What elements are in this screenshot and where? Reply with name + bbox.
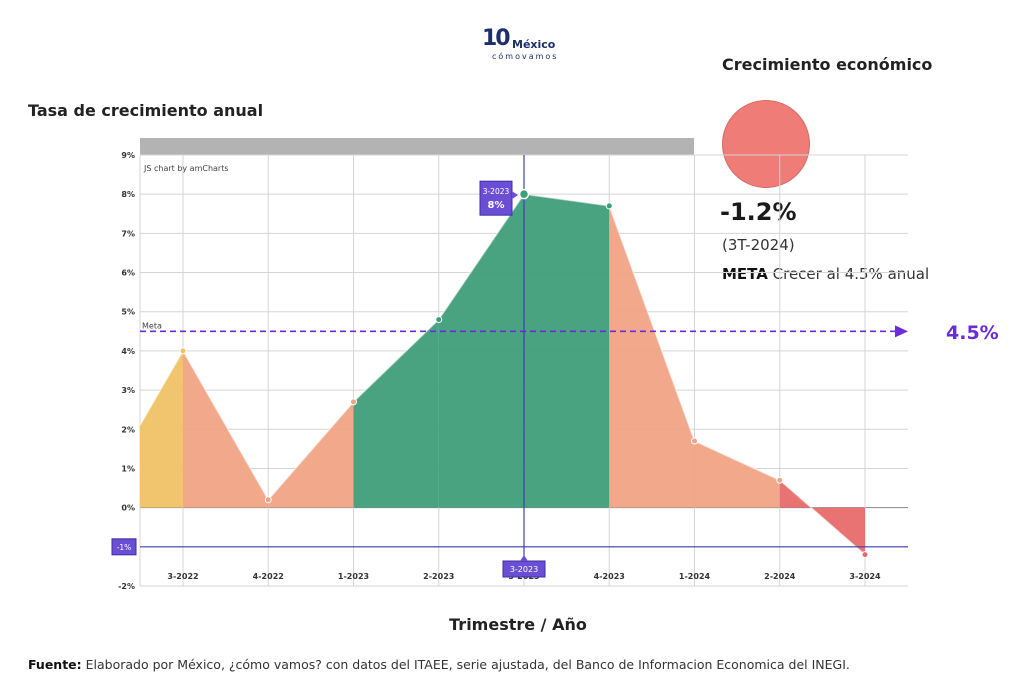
- chart-top-band: [140, 138, 694, 155]
- kpi-period: (3T-2024): [722, 236, 795, 254]
- area-segment: [268, 401, 354, 508]
- y-tick-label: 1%: [121, 464, 135, 473]
- x-tick-label: 4-2023: [594, 572, 625, 581]
- y-tick-label: 3%: [121, 386, 135, 395]
- x-tick-label: 1-2023: [338, 572, 369, 581]
- area-segment: [438, 194, 524, 508]
- y-tick-label: 0%: [121, 504, 135, 513]
- cursor-point: [518, 188, 530, 200]
- logo-number: 10: [482, 26, 511, 51]
- y-tick-label: 9%: [121, 151, 135, 160]
- area-segment: [524, 194, 610, 508]
- area-segment: [609, 205, 695, 508]
- y-tick-label: 4%: [121, 347, 135, 356]
- x-tick-label: 2-2024: [764, 572, 796, 581]
- goal-arrow: [895, 325, 908, 338]
- logo-tagline: cómovamos: [492, 52, 559, 61]
- y-tick-label: 2%: [121, 425, 135, 434]
- kpi-title: Crecimiento económico: [722, 55, 933, 74]
- series-line: [139, 193, 866, 556]
- tooltip-value: 8%: [488, 200, 505, 211]
- x-tick-label: 2-2023: [423, 572, 454, 581]
- area-segment: [140, 350, 183, 508]
- logo: 10 México cómovamos: [478, 24, 558, 64]
- cursor-y-label-box: [111, 538, 137, 556]
- source-label: Fuente:: [28, 657, 82, 672]
- y-tick-label: 8%: [121, 190, 135, 199]
- tooltip-pointer: [512, 191, 518, 200]
- growth-chart: -2% -1% 0% 1% 2% 3% 4% 5% 6% 7% 8% 9% 3-2022 4-2022 1-…: [111, 138, 908, 591]
- tooltip-category: 3-2023: [483, 187, 510, 196]
- y-tick-label: 7%: [121, 229, 135, 238]
- x-tick-label: 1-2024: [679, 572, 711, 581]
- data-point: [264, 496, 272, 504]
- kpi-goal-bold: META: [722, 265, 768, 283]
- kpi-value: -1.2%: [720, 198, 797, 226]
- meta-value-label: 4.5%: [946, 322, 999, 344]
- data-point: [350, 398, 357, 406]
- source-note: Fuente: Elaborado por México, ¿cómo vamo…: [28, 657, 850, 672]
- kpi-indicator-circle: [722, 100, 810, 188]
- cursor-x-label: 3-2023: [510, 565, 538, 574]
- kpi-goal-text: Crecer al 4.5% anual: [767, 265, 930, 283]
- kpi-goal: META Crecer al 4.5% anual: [722, 265, 929, 283]
- goal-label: Meta: [142, 321, 162, 330]
- x-tick-label: 3-2024: [849, 572, 881, 581]
- x-tick-label: 4-2022: [253, 572, 284, 581]
- data-point: [776, 476, 784, 484]
- area-segment: [183, 350, 269, 508]
- data-point: [435, 316, 443, 324]
- data-point: [179, 347, 187, 355]
- x-axis-title: Trimestre / Año: [449, 615, 587, 634]
- cursor-y-label: -1%: [117, 543, 132, 552]
- data-point: [605, 202, 613, 210]
- data-point: [861, 551, 869, 559]
- data-point: [691, 437, 698, 445]
- chart-title: Tasa de crecimiento anual: [28, 101, 264, 120]
- area-segment: [353, 319, 439, 508]
- y-tick-label: 6%: [121, 269, 135, 278]
- cursor-x-label-pointer: [520, 555, 528, 561]
- y-tick-label: 5%: [121, 308, 135, 317]
- x-tick-label: 3-2022: [167, 572, 198, 581]
- area-segment: [694, 441, 780, 508]
- y-tick-label: -2%: [118, 582, 135, 591]
- chart-credit: JS chart by amCharts: [143, 164, 229, 173]
- logo-country: México: [512, 38, 556, 51]
- source-text: Elaborado por México, ¿cómo vamos? con d…: [81, 657, 850, 672]
